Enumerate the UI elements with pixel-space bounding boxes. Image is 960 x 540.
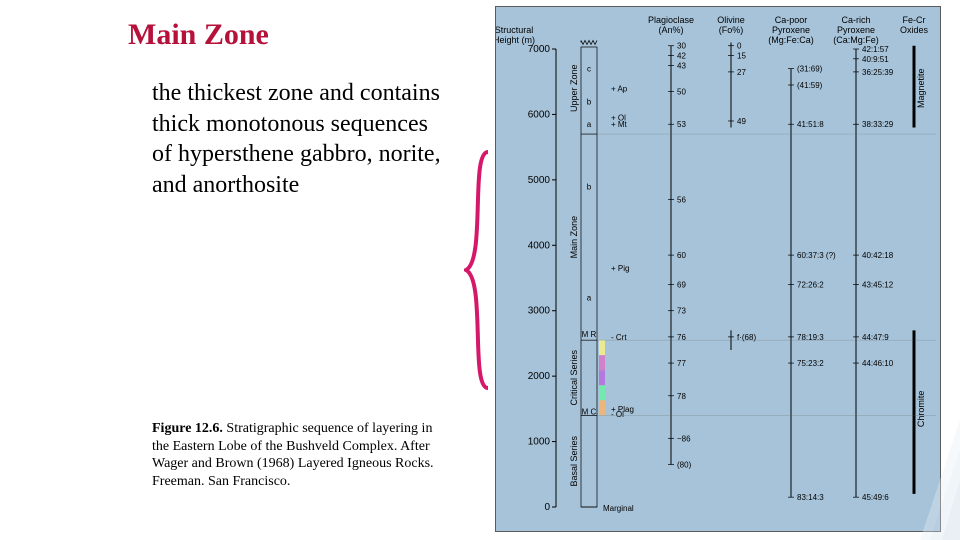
svg-text:44:46:10: 44:46:10 xyxy=(862,359,894,368)
svg-text:- Ol: - Ol xyxy=(611,410,624,419)
svg-text:69: 69 xyxy=(677,281,686,290)
svg-text:40:9:51: 40:9:51 xyxy=(862,55,889,64)
svg-text:- Crt: - Crt xyxy=(611,333,627,342)
svg-text:(Fo%): (Fo%) xyxy=(719,25,744,35)
svg-text:43:45:12: 43:45:12 xyxy=(862,281,894,290)
svg-text:Basal Series: Basal Series xyxy=(569,435,579,486)
svg-text:Critical Series: Critical Series xyxy=(569,350,579,406)
svg-text:Magnetite: Magnetite xyxy=(916,68,926,108)
svg-text:a: a xyxy=(587,294,592,303)
svg-text:30: 30 xyxy=(677,42,686,51)
svg-text:78:19:3: 78:19:3 xyxy=(797,333,824,342)
svg-text:53: 53 xyxy=(677,120,686,129)
svg-text:Plagioclase: Plagioclase xyxy=(648,15,694,25)
svg-text:60:37:3 (?): 60:37:3 (?) xyxy=(797,251,836,260)
svg-text:Pyroxene: Pyroxene xyxy=(837,25,875,35)
svg-text:27: 27 xyxy=(737,68,746,77)
svg-text:c: c xyxy=(587,65,591,74)
svg-text:Fe-Cr: Fe-Cr xyxy=(903,15,926,25)
highlight-bracket xyxy=(464,150,490,390)
svg-text:b: b xyxy=(587,97,592,106)
svg-text:b: b xyxy=(587,182,592,191)
svg-text:1000: 1000 xyxy=(528,437,551,448)
svg-text:(41:59): (41:59) xyxy=(797,81,823,90)
svg-text:45:49:6: 45:49:6 xyxy=(862,493,889,502)
svg-text:4000: 4000 xyxy=(528,240,551,251)
svg-text:77: 77 xyxy=(677,359,686,368)
svg-text:44:47:9: 44:47:9 xyxy=(862,333,889,342)
svg-text:50: 50 xyxy=(677,88,686,97)
svg-text:Structural: Structural xyxy=(496,25,533,35)
svg-text:73: 73 xyxy=(677,307,686,316)
svg-text:42:1:57: 42:1:57 xyxy=(862,45,889,54)
svg-text:+ Ap: + Ap xyxy=(611,84,628,93)
svg-text:Upper Zone: Upper Zone xyxy=(569,64,579,112)
svg-text:56: 56 xyxy=(677,195,686,204)
svg-text:Ca-poor: Ca-poor xyxy=(775,15,808,25)
svg-text:78: 78 xyxy=(677,392,686,401)
svg-text:(An%): (An%) xyxy=(658,25,683,35)
caption-figure-number: Figure 12.6. xyxy=(152,421,223,436)
svg-text:41:51:8: 41:51:8 xyxy=(797,120,824,129)
svg-text:(Mg:Fe:Ca): (Mg:Fe:Ca) xyxy=(768,35,814,45)
svg-text:~86: ~86 xyxy=(677,434,691,443)
svg-text:(31:69): (31:69) xyxy=(797,65,823,74)
svg-text:38:33:29: 38:33:29 xyxy=(862,120,894,129)
svg-text:0: 0 xyxy=(737,42,742,51)
svg-text:15: 15 xyxy=(737,52,746,61)
svg-text:0: 0 xyxy=(544,502,550,513)
svg-text:83:14:3: 83:14:3 xyxy=(797,493,824,502)
svg-text:5000: 5000 xyxy=(528,175,551,186)
svg-text:+ Mt: + Mt xyxy=(611,120,628,129)
stratigraphic-figure: 0 1000 2000 3000 4000 5000 6000 7000 StructuralH… xyxy=(495,6,941,532)
svg-text:M R: M R xyxy=(582,330,597,339)
svg-text:Marginal: Marginal xyxy=(603,504,634,513)
svg-text:72:26:2: 72:26:2 xyxy=(797,281,824,290)
svg-text:Height (m): Height (m) xyxy=(496,35,535,45)
svg-text:49: 49 xyxy=(737,117,746,126)
svg-text:Ca-rich: Ca-rich xyxy=(841,15,870,25)
svg-text:6000: 6000 xyxy=(528,109,551,120)
figure-caption: Figure 12.6. Stratigraphic sequence of l… xyxy=(152,420,452,490)
svg-text:42: 42 xyxy=(677,52,686,61)
svg-text:60: 60 xyxy=(677,251,686,260)
svg-text:Main Zone: Main Zone xyxy=(569,216,579,259)
svg-text:Chromite: Chromite xyxy=(916,391,926,428)
slide-title: Main Zone xyxy=(128,18,269,52)
svg-text:f·(68): f·(68) xyxy=(737,333,756,342)
svg-text:40:42:18: 40:42:18 xyxy=(862,251,894,260)
svg-text:+ Pig: + Pig xyxy=(611,264,629,273)
svg-text:Pyroxene: Pyroxene xyxy=(772,25,810,35)
svg-text:75:23:2: 75:23:2 xyxy=(797,359,824,368)
svg-text:7000: 7000 xyxy=(528,44,551,55)
svg-text:Olivine: Olivine xyxy=(717,15,745,25)
svg-text:2000: 2000 xyxy=(528,371,551,382)
svg-text:76: 76 xyxy=(677,333,686,342)
svg-text:(Ca:Mg:Fe): (Ca:Mg:Fe) xyxy=(833,35,879,45)
svg-text:M C: M C xyxy=(582,408,597,417)
svg-text:a: a xyxy=(587,120,592,129)
svg-text:3000: 3000 xyxy=(528,306,551,317)
body-paragraph: the thickest zone and contains thick mon… xyxy=(152,78,452,201)
svg-text:43: 43 xyxy=(677,61,686,70)
svg-text:(80): (80) xyxy=(677,460,692,469)
svg-text:36:25:39: 36:25:39 xyxy=(862,68,894,77)
svg-text:Oxides: Oxides xyxy=(900,25,929,35)
